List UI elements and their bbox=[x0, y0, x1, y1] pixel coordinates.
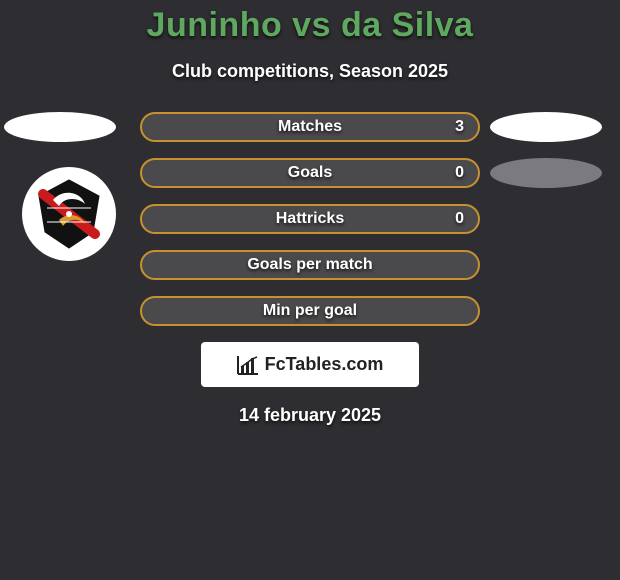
stat-row-goals-per-match: Goals per match bbox=[140, 250, 480, 280]
brand-text: FcTables.com bbox=[265, 354, 384, 375]
main-area: Matches 3 Goals 0 Hattricks 0 Goals per … bbox=[0, 112, 620, 326]
brand-box[interactable]: FcTables.com bbox=[201, 342, 419, 387]
stat-label: Matches bbox=[278, 118, 342, 136]
stat-label: Goals per match bbox=[247, 256, 372, 274]
stat-row-matches: Matches 3 bbox=[140, 112, 480, 142]
stat-label: Goals bbox=[288, 164, 332, 182]
player-right-placeholder-2 bbox=[490, 158, 602, 188]
club-badge-left bbox=[22, 167, 116, 261]
comparison-subtitle: Club competitions, Season 2025 bbox=[0, 61, 620, 82]
footer-date: 14 february 2025 bbox=[0, 405, 620, 426]
stats-column: Matches 3 Goals 0 Hattricks 0 Goals per … bbox=[140, 112, 480, 326]
stat-row-min-per-goal: Min per goal bbox=[140, 296, 480, 326]
stat-value-right: 0 bbox=[455, 164, 464, 182]
club-crest-icon bbox=[29, 174, 109, 254]
stat-value-right: 0 bbox=[455, 210, 464, 228]
stat-value-right: 3 bbox=[455, 118, 464, 136]
bar-chart-icon bbox=[237, 355, 259, 375]
stat-label: Min per goal bbox=[263, 302, 357, 320]
stat-label: Hattricks bbox=[276, 210, 344, 228]
comparison-title: Juninho vs da Silva bbox=[0, 6, 620, 45]
stat-row-hattricks: Hattricks 0 bbox=[140, 204, 480, 234]
player-left-placeholder bbox=[4, 112, 116, 142]
player-right-placeholder-1 bbox=[490, 112, 602, 142]
stat-row-goals: Goals 0 bbox=[140, 158, 480, 188]
